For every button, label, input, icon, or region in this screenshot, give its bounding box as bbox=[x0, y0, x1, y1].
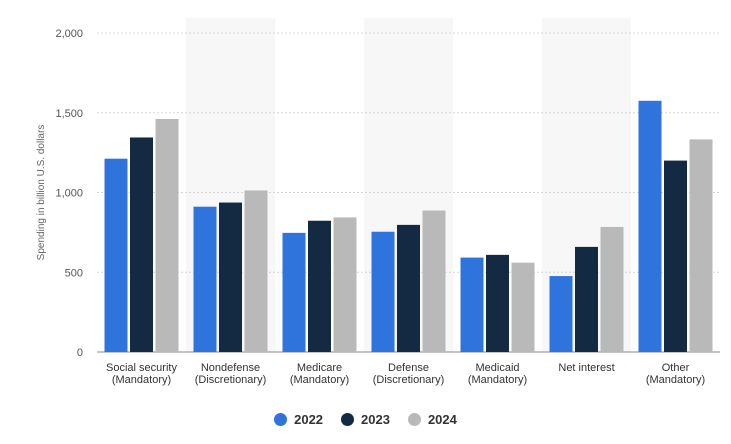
bar-2024 bbox=[333, 217, 357, 352]
x-tick-label: (Mandatory) bbox=[646, 374, 705, 386]
bar-2022 bbox=[371, 231, 395, 352]
y-axis-label: Spending in billion U.S. dollars bbox=[36, 125, 47, 261]
legend-swatch-2024 bbox=[407, 413, 421, 426]
bar-2024 bbox=[155, 118, 179, 353]
y-tick-label: 2,000 bbox=[55, 28, 83, 40]
x-tick-label: Net interest bbox=[558, 362, 614, 374]
legend-label-2022: 2022 bbox=[294, 412, 324, 427]
x-tick-label: Social security bbox=[106, 362, 177, 374]
bar-2022 bbox=[638, 100, 662, 352]
legend-swatch-2023 bbox=[341, 413, 355, 426]
bar-2023 bbox=[308, 220, 331, 352]
y-tick-label: 1,500 bbox=[55, 108, 83, 120]
x-tick-label: (Discretionary) bbox=[373, 374, 445, 386]
legend-label-2024: 2024 bbox=[427, 412, 457, 427]
x-tick-label: Other bbox=[662, 362, 690, 374]
x-tick-label: Defense bbox=[388, 362, 429, 374]
x-tick-label: (Mandatory) bbox=[290, 374, 349, 386]
bar-2022 bbox=[282, 232, 306, 352]
x-tick-label: Nondefense bbox=[201, 362, 260, 374]
bar-2024 bbox=[511, 262, 535, 352]
bar-2023 bbox=[486, 254, 509, 352]
x-tick-label: (Discretionary) bbox=[195, 374, 267, 386]
legend-item-2023[interactable]: 2023 bbox=[341, 412, 390, 427]
legend-item-2024[interactable]: 2024 bbox=[407, 412, 457, 427]
x-tick-label: (Mandatory) bbox=[468, 374, 527, 386]
x-tick-label: Medicaid bbox=[475, 362, 519, 374]
bar-2022 bbox=[549, 276, 573, 352]
bar-2024 bbox=[689, 139, 713, 352]
bar-2022 bbox=[193, 206, 217, 352]
bar-2022 bbox=[104, 158, 128, 352]
bar-2023 bbox=[130, 137, 153, 352]
x-tick-label: Medicare bbox=[297, 362, 342, 374]
y-tick-label: 1,000 bbox=[55, 188, 83, 200]
bar-2023 bbox=[219, 202, 242, 352]
y-tick-label: 500 bbox=[65, 267, 83, 279]
x-tick-label: (Mandatory) bbox=[112, 374, 171, 386]
bar-2024 bbox=[244, 190, 268, 352]
bar-2023 bbox=[397, 224, 420, 352]
bar-2024 bbox=[422, 210, 446, 352]
bar-2023 bbox=[664, 160, 687, 352]
y-tick-label: 0 bbox=[77, 347, 83, 359]
legend-swatch-2022 bbox=[274, 413, 288, 426]
legend-item-2022[interactable]: 2022 bbox=[274, 412, 323, 427]
legend: 2022 2023 2024 bbox=[0, 412, 731, 427]
legend-label-2023: 2023 bbox=[361, 412, 390, 427]
bar-2024 bbox=[600, 226, 624, 352]
bar-2023 bbox=[575, 246, 598, 352]
bar-2022 bbox=[460, 257, 484, 352]
